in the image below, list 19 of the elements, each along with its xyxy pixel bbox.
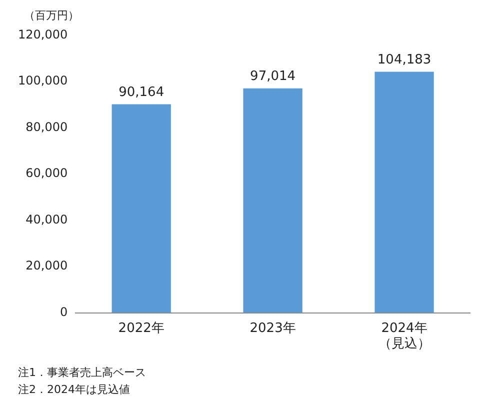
bar bbox=[243, 88, 302, 313]
y-axis-title: （百万円） bbox=[24, 8, 79, 23]
y-tick-label: 100,000 bbox=[18, 74, 68, 88]
y-tick-label: 80,000 bbox=[26, 120, 68, 134]
x-tick-label: 2022年 bbox=[118, 320, 164, 336]
bar bbox=[112, 104, 171, 313]
bar bbox=[374, 72, 434, 313]
y-tick-label: 0 bbox=[60, 304, 68, 319]
data-label: 90,164 bbox=[118, 85, 164, 100]
text: 注1．事業者売上高ベース bbox=[18, 365, 146, 381]
text: 注2．2024年は見込値 bbox=[18, 382, 131, 398]
y-tick-label: 40,000 bbox=[26, 212, 68, 226]
data-label: 97,014 bbox=[250, 69, 296, 84]
y-tick-label: 60,000 bbox=[26, 166, 68, 180]
x-tick-label: 2023年 bbox=[250, 320, 296, 336]
y-tick-label: 120,000 bbox=[18, 27, 68, 42]
y-tick-label: 20,000 bbox=[26, 258, 68, 273]
x-tick-label: 2024年（見込） bbox=[378, 320, 430, 352]
data-label: 104,183 bbox=[377, 52, 432, 68]
